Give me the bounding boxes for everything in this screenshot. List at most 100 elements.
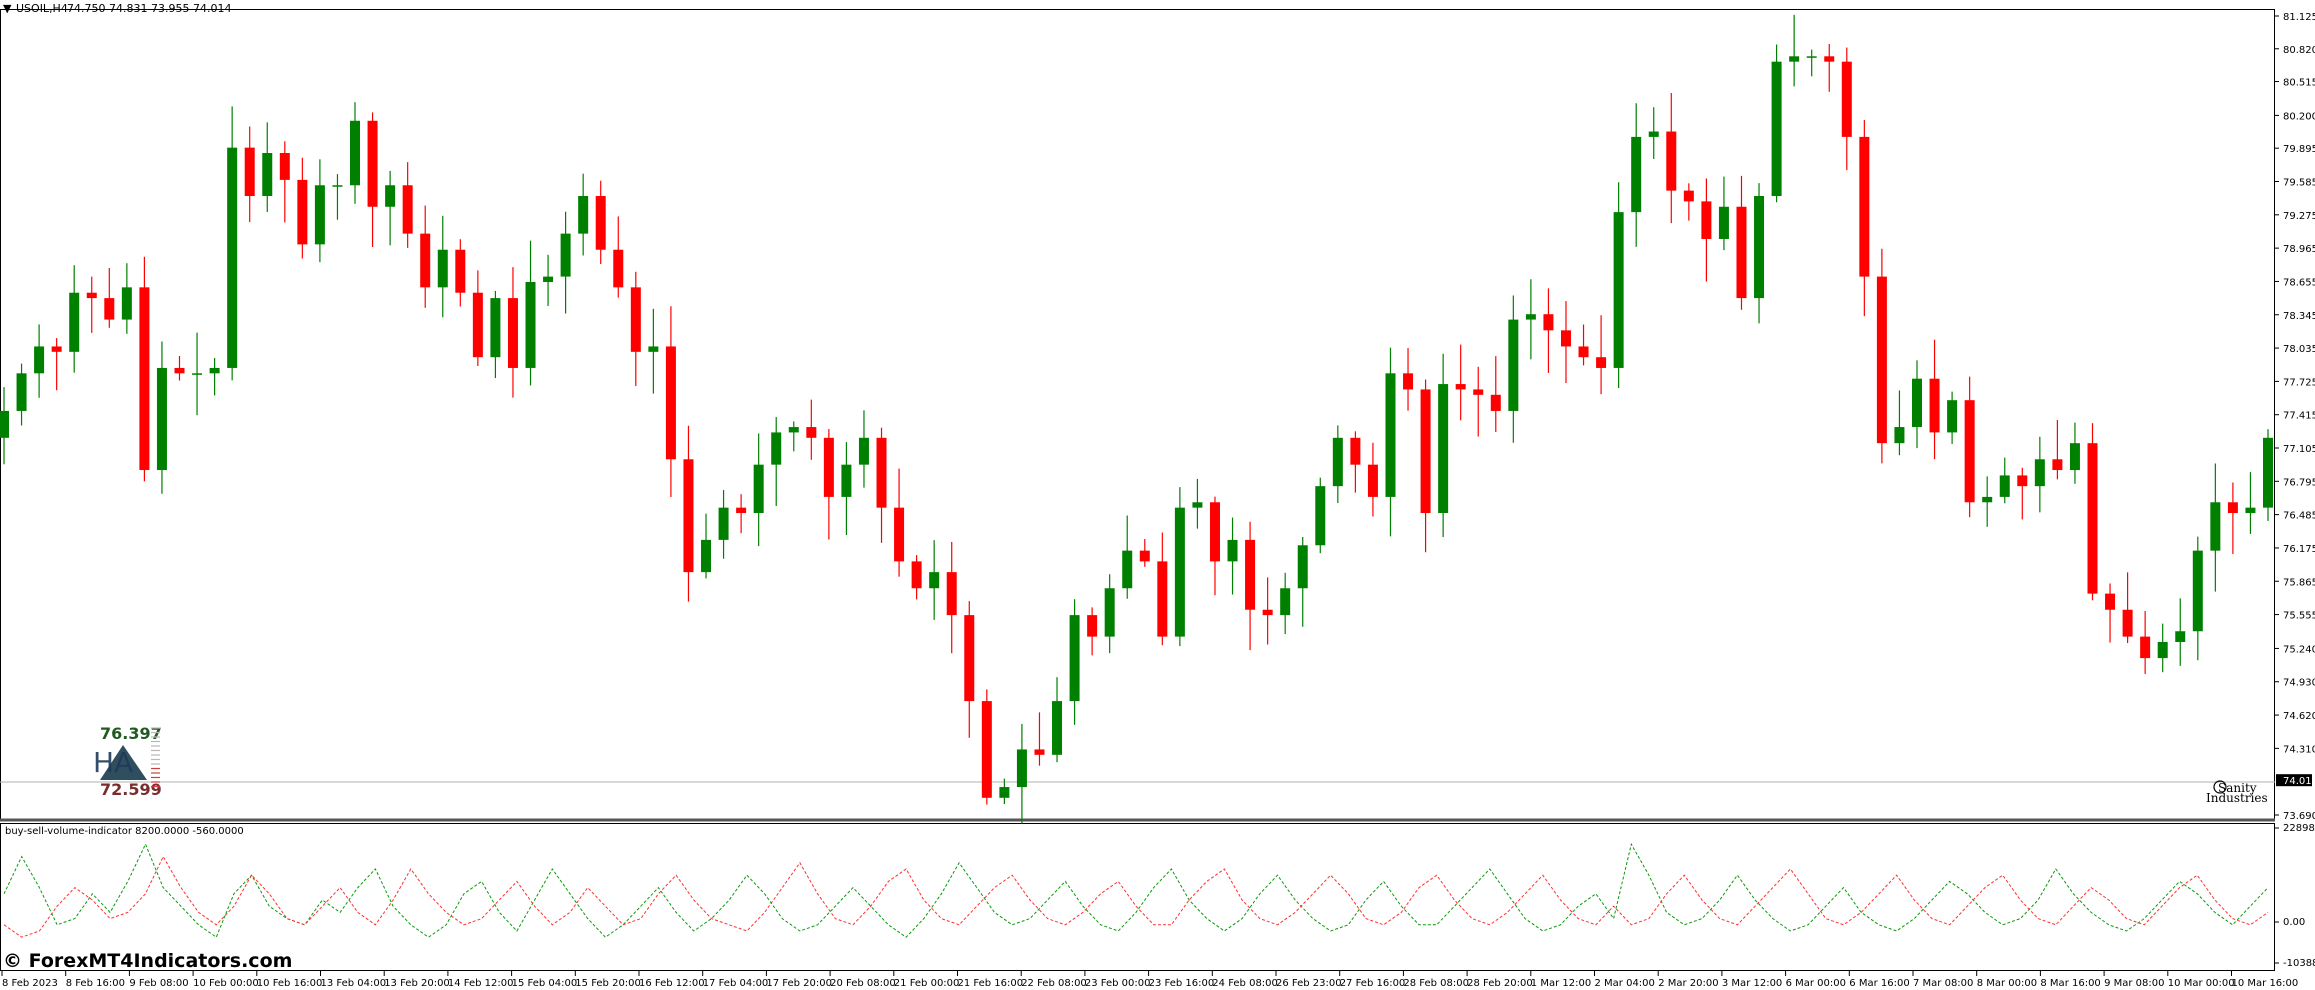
candle	[1929, 339, 1940, 460]
candle	[16, 363, 27, 426]
candle	[507, 267, 518, 398]
candle	[1157, 532, 1168, 646]
candle	[174, 355, 185, 381]
sanity-industries-logo: Sanity Industries	[2206, 780, 2268, 805]
chart-header-arrow[interactable]: ▼	[3, 2, 12, 15]
price-label: 78.035	[2283, 344, 2315, 355]
candle	[1543, 288, 1554, 373]
time-label: 2 Mar 20:00	[1658, 978, 1718, 989]
candle	[1139, 539, 1150, 567]
time-label: 21 Feb 16:00	[958, 978, 1024, 989]
candle	[823, 429, 834, 540]
candle	[437, 215, 448, 318]
candle	[209, 358, 220, 396]
candle	[1508, 295, 1519, 443]
candle	[2122, 572, 2133, 644]
ha-letters: HA	[93, 746, 133, 779]
candle	[1911, 360, 1922, 449]
logo-line1: Sanity	[2218, 781, 2257, 795]
candle	[1789, 14, 1800, 87]
candle	[2210, 463, 2221, 592]
candle	[1718, 176, 1729, 251]
candle	[525, 240, 536, 386]
time-label: 8 Mar 16:00	[2040, 978, 2100, 989]
candle	[1754, 183, 1765, 324]
candle	[1385, 347, 1396, 537]
price-label: 75.555	[2283, 611, 2315, 622]
candle	[2192, 536, 2203, 661]
price-label: 80.515	[2283, 78, 2315, 89]
candle	[543, 254, 554, 306]
candle	[1947, 391, 1958, 444]
price-axis: 81.125 80.820 80.515 80.200 79.895 79.585 79.2…	[2274, 12, 2315, 822]
candle	[701, 513, 712, 579]
candle	[981, 689, 992, 805]
candle	[771, 417, 782, 507]
time-label: 10 Mar 00:00	[2168, 978, 2235, 989]
time-label: 17 Feb 20:00	[766, 978, 832, 989]
candle	[402, 162, 413, 248]
time-label: 6 Mar 00:00	[1786, 978, 1846, 989]
price-label: 80.200	[2283, 111, 2315, 122]
candle	[1631, 103, 1642, 247]
candle	[332, 174, 343, 220]
candle	[1069, 599, 1080, 725]
candle	[841, 442, 852, 536]
candle	[192, 332, 203, 416]
price-label: 76.175	[2283, 544, 2315, 555]
candle	[929, 540, 940, 620]
time-label: 7 Mar 08:00	[1913, 978, 1973, 989]
buy-volume-line	[3, 842, 2269, 938]
time-label: 10 Mar 16:00	[2232, 978, 2299, 989]
price-label: 78.965	[2283, 244, 2315, 255]
candlestick-series	[0, 14, 2273, 824]
candle	[999, 778, 1010, 804]
time-label: 8 Feb 16:00	[66, 978, 125, 989]
candle	[648, 308, 659, 394]
candle	[683, 425, 694, 602]
candle	[472, 270, 483, 366]
indicator-panel[interactable]	[0, 823, 2275, 971]
time-label: 15 Feb 04:00	[512, 978, 578, 989]
time-label: 24 Feb 08:00	[1212, 978, 1278, 989]
indicator-scale-label: 0.00	[2283, 917, 2305, 928]
candle	[1771, 44, 1782, 203]
candle	[1683, 183, 1694, 221]
candle	[1841, 47, 1852, 171]
candle	[1578, 324, 1589, 366]
price-label: 77.725	[2283, 377, 2315, 388]
candle	[1666, 92, 1677, 224]
candle	[1174, 487, 1185, 647]
time-label: 13 Feb 04:00	[321, 978, 387, 989]
time-label: 17 Feb 04:00	[703, 978, 769, 989]
candle	[1034, 712, 1045, 766]
candle	[894, 468, 905, 577]
price-label: 79.895	[2283, 144, 2315, 155]
candle	[1701, 178, 1712, 282]
candle	[244, 126, 255, 223]
candle	[665, 306, 676, 498]
candle	[806, 399, 817, 460]
price-label: 76.795	[2283, 477, 2315, 488]
chart-ohlc: 74.750 74.831 73.955 74.014	[67, 2, 231, 15]
candle	[385, 170, 396, 246]
logo-line2: Industries	[2206, 791, 2268, 805]
candle	[367, 112, 378, 247]
time-label: 15 Feb 20:00	[575, 978, 641, 989]
time-label: 3 Mar 12:00	[1722, 978, 1782, 989]
candle	[736, 494, 747, 534]
candle	[1876, 248, 1887, 464]
price-label: 78.655	[2283, 277, 2315, 288]
time-label: 9 Mar 08:00	[2104, 978, 2164, 989]
candle	[314, 159, 325, 263]
candle	[1455, 344, 1466, 421]
time-label: 21 Feb 00:00	[894, 978, 960, 989]
price-label: 74.620	[2283, 711, 2315, 722]
candle	[788, 421, 799, 452]
time-label: 1 Mar 12:00	[1531, 978, 1591, 989]
candle	[2052, 420, 2063, 480]
candle	[1736, 175, 1747, 310]
candle	[156, 341, 167, 494]
candle	[858, 410, 869, 488]
